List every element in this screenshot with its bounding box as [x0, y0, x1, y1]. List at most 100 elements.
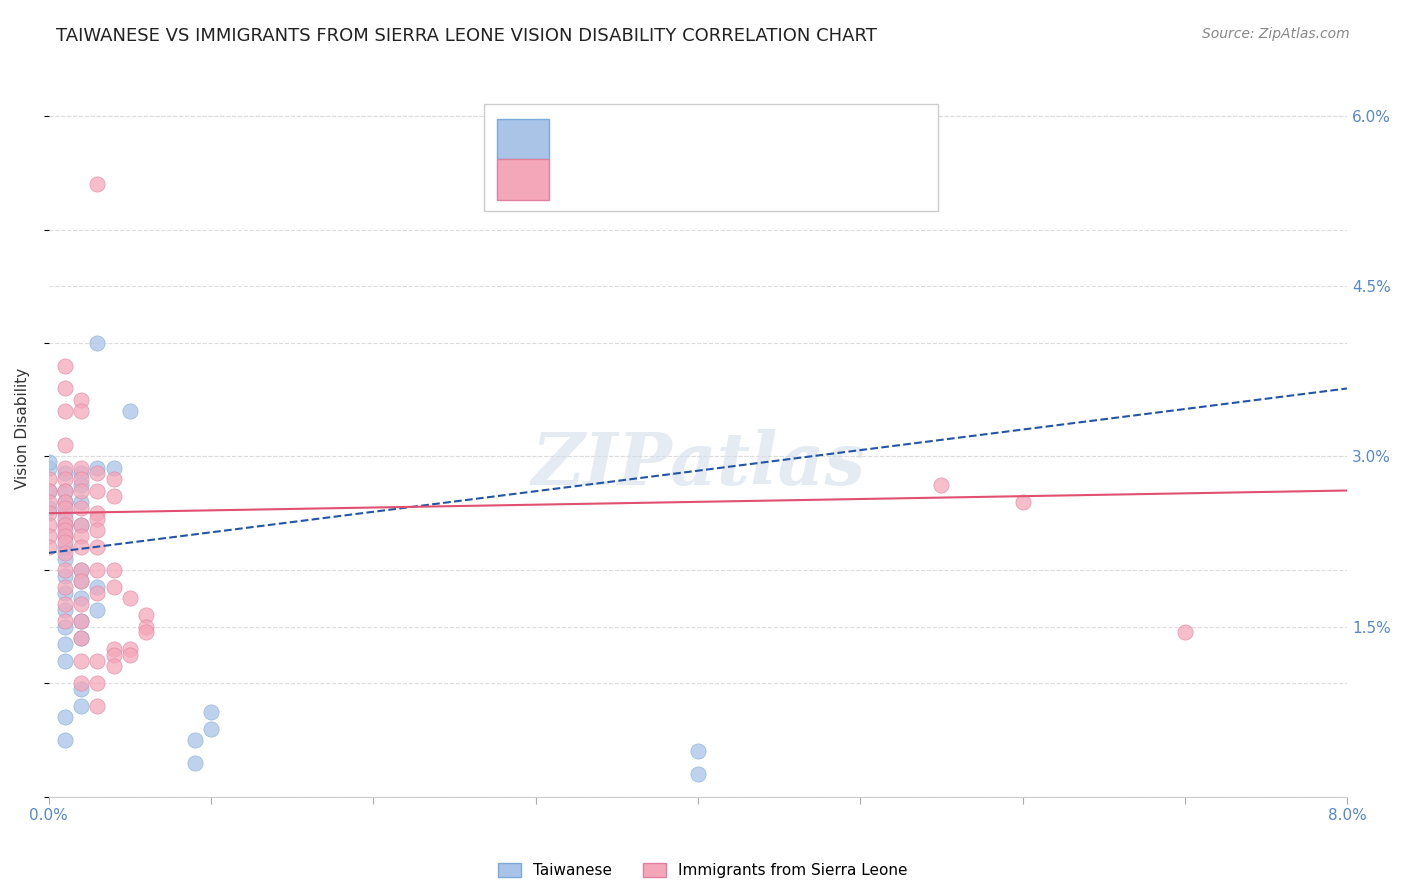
Legend: Taiwanese, Immigrants from Sierra Leone: Taiwanese, Immigrants from Sierra Leone: [492, 857, 914, 884]
Point: [38, 483, 60, 498]
Point: [86, 512, 108, 526]
Point: [931, 478, 953, 492]
Point: [53, 381, 76, 395]
Point: [86, 467, 108, 481]
Point: [103, 472, 125, 486]
Point: [86, 580, 108, 594]
Point: [53, 506, 76, 520]
Point: [118, 642, 141, 657]
Point: [86, 506, 108, 520]
Point: [86, 676, 108, 690]
Point: [184, 733, 207, 747]
Point: [53, 546, 76, 560]
Point: [86, 483, 108, 498]
Point: [70, 698, 93, 713]
Point: [53, 597, 76, 611]
Point: [70, 654, 93, 668]
Text: R = 0.060    N = 69: R = 0.060 N = 69: [529, 167, 704, 185]
Point: [38, 472, 60, 486]
Point: [103, 580, 125, 594]
FancyBboxPatch shape: [496, 119, 548, 159]
Point: [53, 580, 76, 594]
Point: [53, 568, 76, 582]
Point: [38, 483, 60, 498]
Point: [86, 698, 108, 713]
Point: [70, 631, 93, 645]
Point: [53, 517, 76, 532]
Point: [70, 478, 93, 492]
FancyBboxPatch shape: [484, 103, 938, 211]
Point: [53, 710, 76, 724]
Point: [70, 563, 93, 577]
Text: TAIWANESE VS IMMIGRANTS FROM SIERRA LEONE VISION DISABILITY CORRELATION CHART: TAIWANESE VS IMMIGRANTS FROM SIERRA LEON…: [56, 27, 877, 45]
Point: [70, 404, 93, 418]
Point: [53, 472, 76, 486]
Point: [86, 336, 108, 351]
Point: [1174, 625, 1197, 640]
Point: [53, 654, 76, 668]
Text: Source: ZipAtlas.com: Source: ZipAtlas.com: [1202, 27, 1350, 41]
Point: [53, 359, 76, 373]
Point: [70, 467, 93, 481]
Point: [53, 733, 76, 747]
Point: [103, 489, 125, 503]
Point: [53, 534, 76, 549]
Point: [86, 654, 108, 668]
Point: [200, 705, 222, 719]
Point: [86, 523, 108, 537]
Point: [86, 178, 108, 192]
Point: [686, 744, 709, 758]
Point: [38, 495, 60, 509]
Point: [70, 495, 93, 509]
Point: [53, 483, 76, 498]
Y-axis label: Vision Disability: Vision Disability: [15, 368, 30, 489]
Point: [118, 404, 141, 418]
Point: [53, 467, 76, 481]
Point: [70, 631, 93, 645]
Point: [70, 563, 93, 577]
Point: [70, 392, 93, 407]
Point: [70, 591, 93, 606]
Point: [53, 529, 76, 543]
Point: [70, 574, 93, 589]
Point: [200, 722, 222, 736]
Point: [53, 551, 76, 566]
Point: [53, 483, 76, 498]
Point: [118, 591, 141, 606]
Point: [86, 585, 108, 599]
Point: [53, 512, 76, 526]
Point: [38, 517, 60, 532]
Point: [70, 540, 93, 554]
Point: [70, 517, 93, 532]
Point: [135, 608, 157, 623]
Point: [38, 500, 60, 515]
Point: [53, 540, 76, 554]
Point: [38, 540, 60, 554]
Point: [38, 529, 60, 543]
Point: [70, 500, 93, 515]
Point: [118, 648, 141, 662]
Point: [103, 563, 125, 577]
Point: [70, 483, 93, 498]
Point: [103, 648, 125, 662]
Point: [103, 460, 125, 475]
Point: [53, 523, 76, 537]
Point: [53, 495, 76, 509]
Point: [86, 563, 108, 577]
Point: [38, 455, 60, 469]
Point: [70, 472, 93, 486]
Point: [53, 529, 76, 543]
Text: ZIPatlas: ZIPatlas: [531, 429, 865, 500]
Point: [135, 625, 157, 640]
Point: [53, 438, 76, 452]
Point: [38, 460, 60, 475]
Point: [70, 676, 93, 690]
Point: [70, 614, 93, 628]
Point: [70, 597, 93, 611]
Point: [1011, 495, 1033, 509]
Point: [53, 614, 76, 628]
Point: [184, 756, 207, 770]
Point: [86, 540, 108, 554]
Point: [53, 585, 76, 599]
Point: [86, 602, 108, 616]
